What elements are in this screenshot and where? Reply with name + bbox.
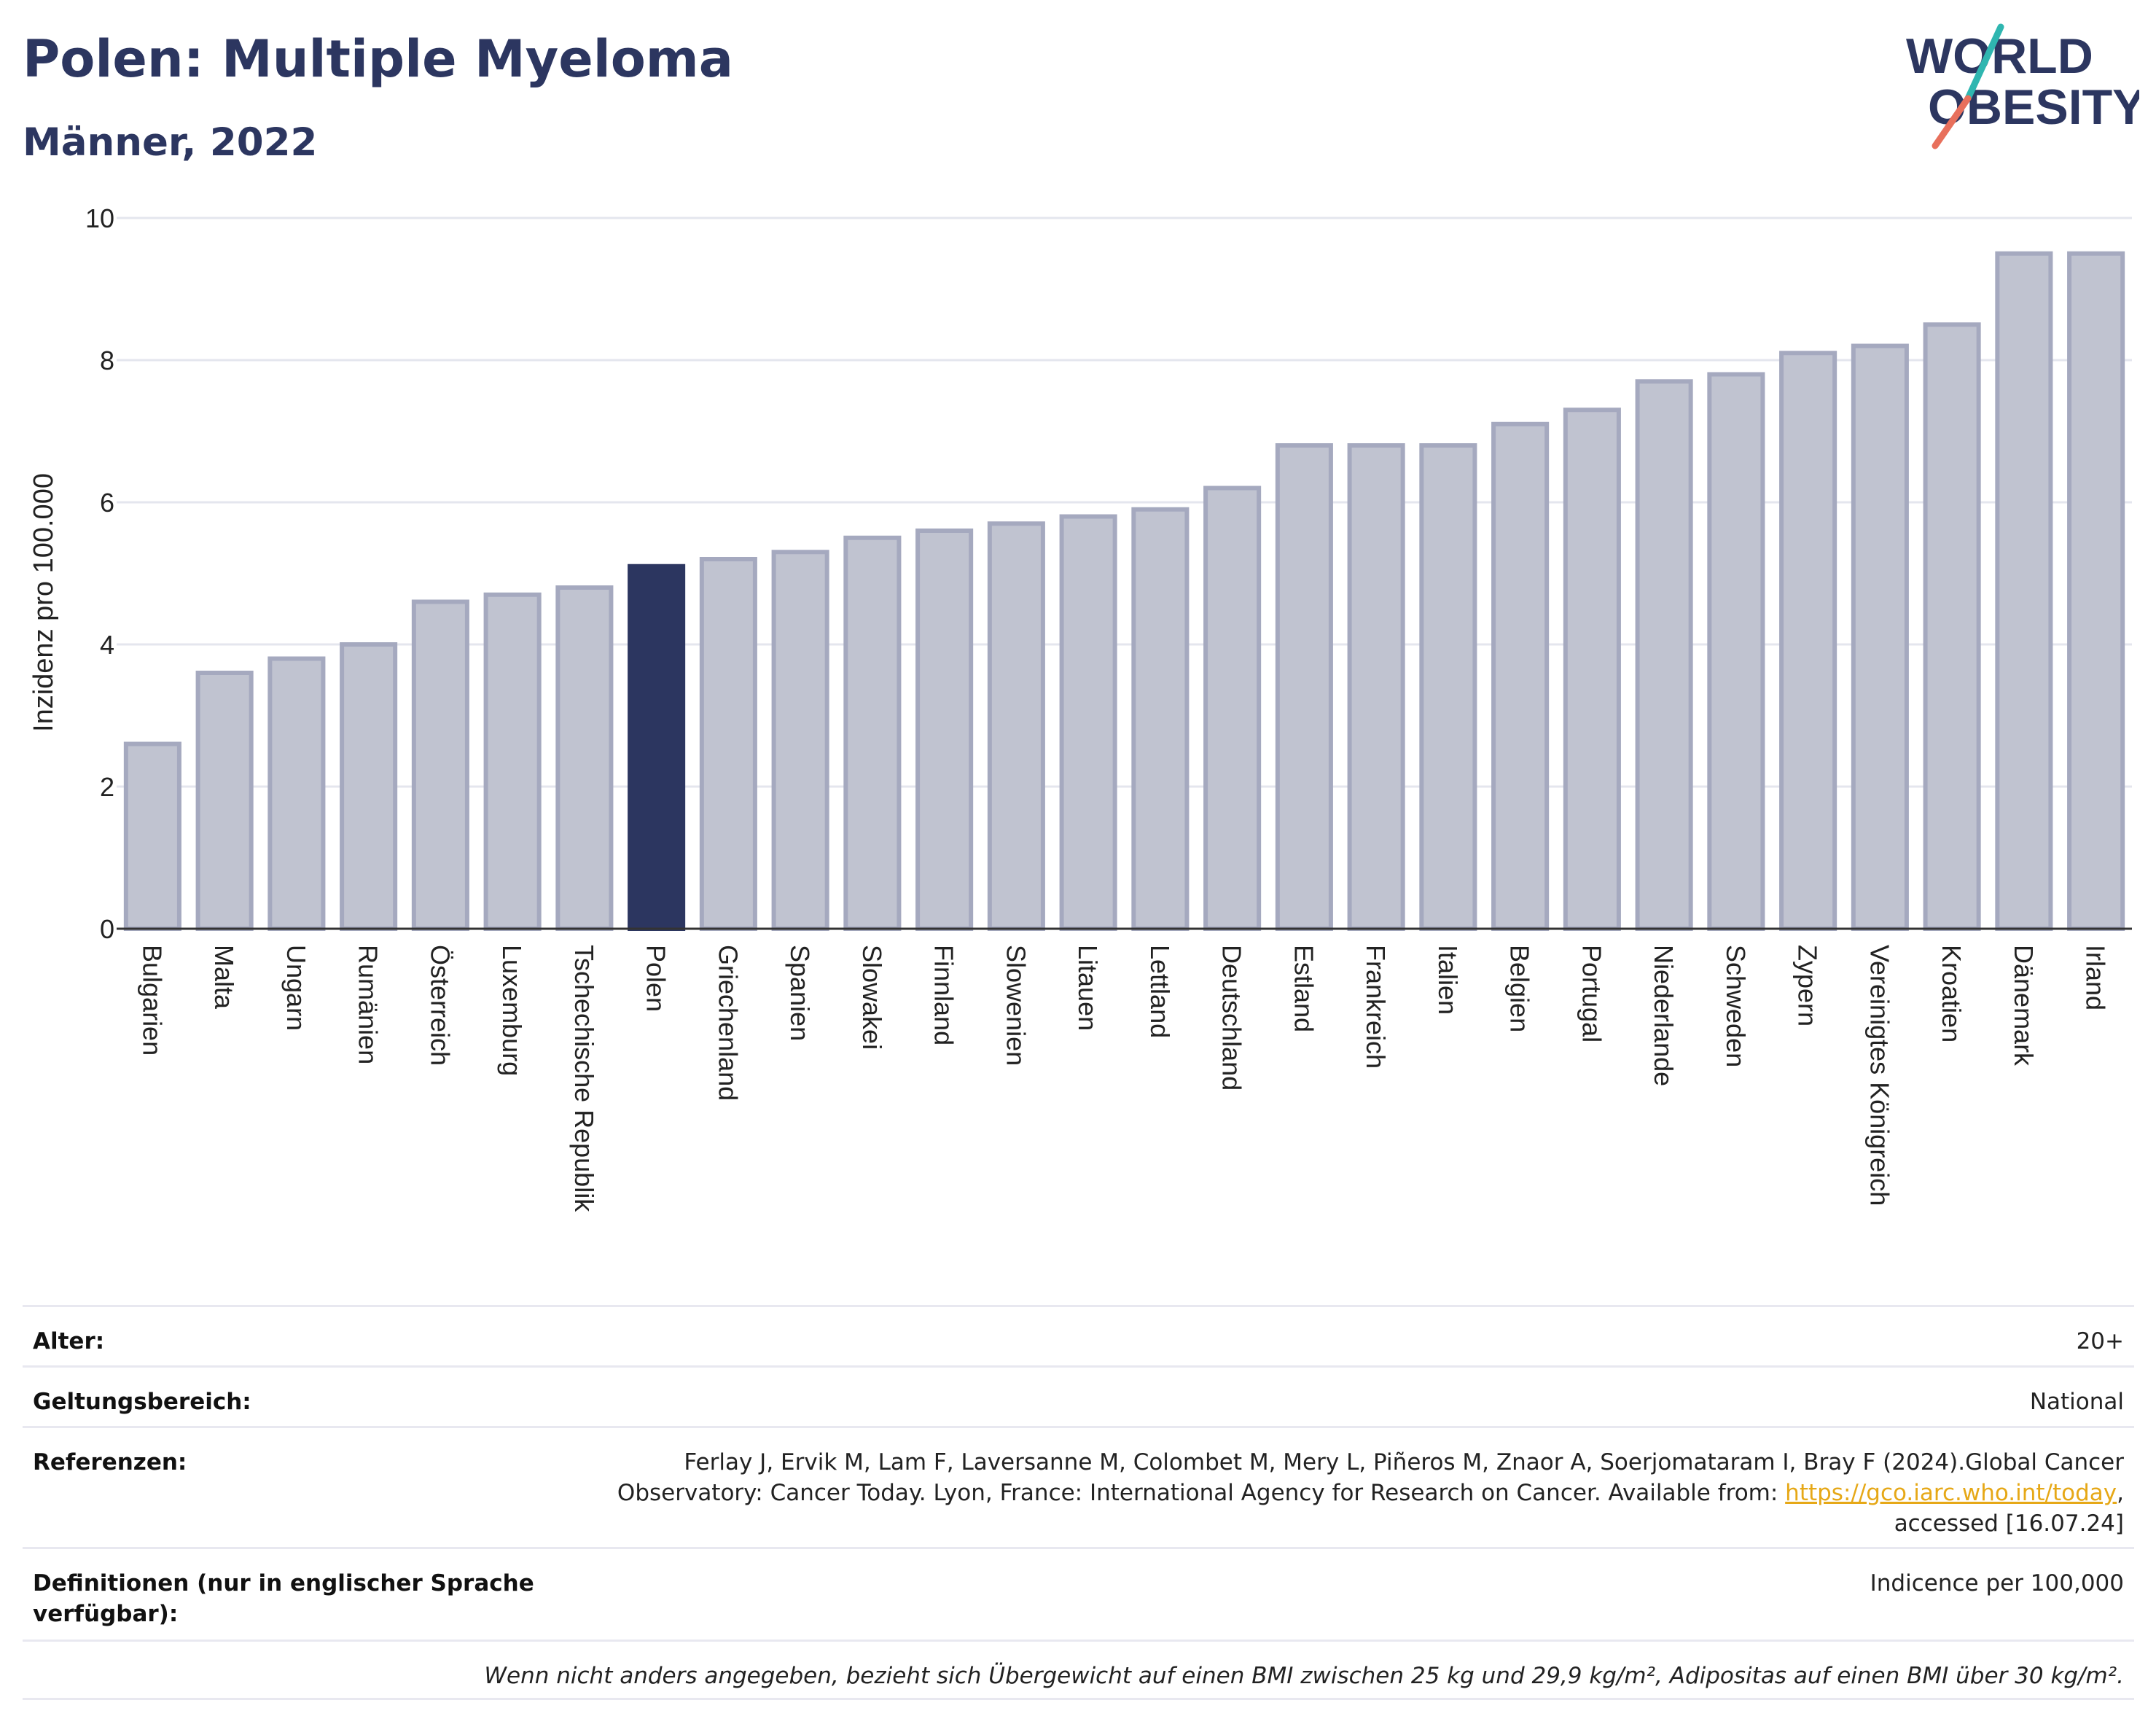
y-tick-label: 6 (100, 488, 114, 518)
x-tick-label: Spanien (785, 945, 815, 1041)
bar (1635, 379, 1693, 931)
bmi-note: Wenn nicht anders angegeben, bezieht sic… (484, 1663, 2124, 1689)
info-row-note: Wenn nicht anders angegeben, bezieht sic… (23, 1640, 2134, 1700)
bar (411, 599, 469, 931)
bar (2067, 251, 2125, 931)
references-text-4: accessed [16.07.24] (1894, 1510, 2124, 1537)
x-tick-label: Lettland (1145, 945, 1175, 1038)
info-row-age: Alter: 20+ (23, 1305, 2134, 1365)
x-tick-label: Österreich (425, 945, 455, 1066)
references-value: Ferlay J, Ervik M, Lam F, Laversanne M, … (617, 1447, 2124, 1539)
bar (843, 535, 902, 931)
bar (1275, 443, 1333, 931)
definitions-label: Definitionen (nur in englischer Sprache … (33, 1570, 534, 1627)
x-tick-label: Italien (1433, 945, 1463, 1015)
x-tick-label: Portugal (1577, 945, 1606, 1042)
x-tick-label: Slowenien (1001, 945, 1031, 1066)
bar (123, 741, 181, 931)
scope-label: Geltungsbereich: (33, 1389, 251, 1415)
info-row-references: Referenzen: Ferlay J, Ervik M, Lam F, La… (23, 1426, 2134, 1547)
y-tick-label: 2 (100, 772, 114, 802)
bar (1419, 443, 1477, 931)
y-axis-title: Inzidenz pro 100.000 (28, 473, 59, 732)
bar (195, 671, 254, 931)
bar (483, 592, 542, 931)
definitions-value: Indicence per 100,000 (1870, 1570, 2124, 1596)
x-tick-label: Malta (209, 945, 239, 1010)
bar (1059, 514, 1117, 931)
bar (1923, 322, 1981, 931)
bar-chart: 0 2 4 6 8 10 Inzidenz pro 100.000 Bulgarien Malt… (28, 203, 2132, 1212)
references-text-3: , (2117, 1480, 2124, 1506)
bar (1131, 507, 1190, 931)
info-row-definitions: Definitionen (nur in englischer Sprache … (23, 1547, 2134, 1640)
x-tick-label: Irland (2081, 945, 2111, 1010)
bar (1707, 372, 1765, 931)
bar-highlight (628, 564, 686, 931)
x-tick-label: Polen (641, 945, 671, 1012)
logo-slash-top (1964, 23, 2004, 102)
age-label: Alter: (33, 1328, 105, 1354)
x-tick-label: Kroatien (1937, 945, 1966, 1042)
x-tick-label: Griechenland (713, 945, 743, 1101)
bar (987, 521, 1045, 931)
x-tick-label: Schweden (1721, 945, 1751, 1067)
chart-title: Polen: Multiple Myeloma (23, 29, 733, 89)
x-tick-label: Dänemark (2009, 945, 2039, 1067)
bar (1779, 351, 1837, 931)
bar (1563, 408, 1621, 931)
y-tick-label: 4 (100, 630, 114, 660)
x-tick-label: Finnland (929, 945, 959, 1045)
chart-subtitle: Männer, 2022 (23, 120, 318, 165)
references-label: Referenzen: (33, 1449, 187, 1475)
references-link[interactable]: https://gco.iarc.who.int/today (1785, 1480, 2117, 1506)
y-tick-label: 10 (85, 203, 114, 233)
bar (1995, 251, 2053, 931)
x-tick-label: Rumänien (354, 945, 383, 1064)
x-tick-label: Deutschland (1217, 945, 1247, 1091)
x-tick-label: Vereinigtes Königreich (1864, 945, 1894, 1206)
y-tick-label: 8 (100, 346, 114, 375)
world-obesity-logo: WORLD OBESITY (1906, 23, 2139, 149)
bar (1347, 443, 1405, 931)
bar (267, 656, 326, 931)
scope-value: National (2029, 1389, 2124, 1415)
x-tick-label: Niederlande (1649, 945, 1679, 1086)
x-tick-label: Tschechische Republik (569, 945, 599, 1212)
bar (771, 550, 829, 931)
references-text-2: Observatory: Cancer Today. Lyon, France:… (617, 1480, 1786, 1506)
info-row-scope: Geltungsbereich: National (23, 1365, 2134, 1426)
x-tick-label: Frankreich (1361, 945, 1391, 1069)
bar (1491, 421, 1550, 931)
x-tick-label: Slowakei (857, 945, 887, 1050)
x-tick-label: Bulgarien (137, 945, 167, 1056)
chart-info-table: Alter: 20+ Geltungsbereich: National Ref… (23, 1305, 2134, 1700)
bar (699, 557, 757, 931)
bar (1203, 486, 1262, 931)
x-tick-label: Ungarn (281, 945, 311, 1031)
x-tick-label: Luxemburg (497, 945, 527, 1076)
x-tick-label: Litauen (1073, 945, 1103, 1031)
bar (1851, 343, 1909, 931)
bar (555, 585, 614, 931)
y-tick-label: 0 (100, 914, 114, 944)
logo-text-world: WORLD (1906, 28, 2093, 84)
x-tick-label: Estland (1289, 945, 1319, 1032)
x-tick-label: Belgien (1505, 945, 1535, 1032)
age-value: 20+ (2076, 1328, 2124, 1354)
bar (340, 642, 398, 931)
logo-slash-bottom (1932, 95, 1972, 149)
bar (915, 529, 974, 931)
references-text-1: Ferlay J, Ervik M, Lam F, Laversanne M, … (684, 1449, 2124, 1475)
x-tick-label: Zypern (1793, 945, 1823, 1026)
